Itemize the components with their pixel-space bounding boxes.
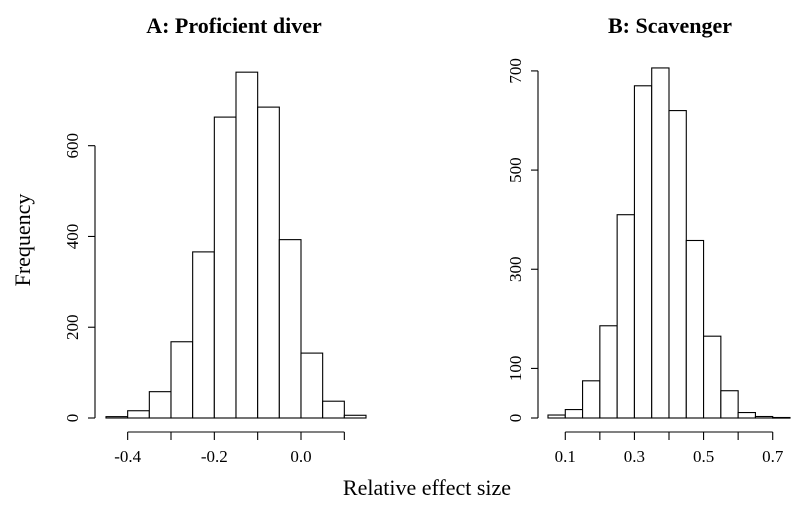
panel-b-y-tick-label-1: 100 [506,356,525,382]
panel-b-bars [547,67,791,419]
panel-b-x-tick-label-6: 0.7 [762,447,784,466]
panel-b-y-tick-label-3: 500 [506,157,525,183]
panel-a-y-tick-label-0: 0 [63,414,82,423]
panel-a-y-tick-label-2: 400 [63,224,82,250]
panel-b-x-axis: 0.1 0.3 0.5 0.7 [555,431,784,466]
panel-a-bar-2 [148,391,172,419]
panel-b-y-tick-label-4: 700 [506,58,525,84]
x-axis-title: Relative effect size [343,475,511,500]
panel-a-bar-11 [343,414,367,419]
panel-a-x-tick-label-4: 0.0 [290,447,311,466]
panel-a-bar-8 [278,239,302,419]
panel-b-bar-5 [633,85,653,419]
panel-a-bar-1 [127,410,150,419]
panel-a-y-tick-label-3: 600 [63,133,82,159]
panel-b-bar-1 [564,409,584,419]
panel-a-x-axis: -0.4 -0.2 0.0 [114,431,345,466]
panel-b-x-tick-label-2: 0.3 [624,447,645,466]
panel-a-x-tick-label-2: -0.2 [201,447,228,466]
panel-b-bar-11 [737,411,756,419]
panel-a-bar-9 [300,352,324,419]
panel-b-x-tick-label-0: 0.1 [555,447,576,466]
panel-a-bars [105,71,367,419]
panel-b-bar-8 [685,239,705,419]
panel-b-bar-12 [754,415,774,419]
panel-a-title: A: Proficient diver [146,13,322,38]
panel-b-bar-9 [703,335,722,419]
panel-b-y-axis: 0 100 300 500 700 [506,58,539,423]
panel-scavenger: B: Scavenger 0 100 300 500 700 0.1 0.3 0.5 0.7 [506,13,791,466]
panel-b-bar-10 [720,390,739,419]
panel-a-bar-5 [213,116,237,419]
panel-a-x-tick-label-0: -0.4 [114,447,141,466]
panel-a-bar-4 [192,251,215,419]
panel-b-bar-6 [651,67,670,419]
panel-b-bar-3 [599,325,618,419]
panel-a-bar-0 [105,416,129,419]
panel-proficient-diver: A: Proficient diver 0 200 400 600 -0.4 -0.2 0… [63,13,367,466]
panel-a-bar-6 [235,71,259,419]
panel-b-bar-0 [547,414,566,419]
panel-b-bar-2 [582,380,601,419]
panel-b-y-tick-label-2: 300 [506,257,525,283]
panel-b-bar-4 [616,214,635,419]
panel-a-bar-10 [322,400,345,419]
panel-b-x-tick-label-4: 0.5 [693,447,714,466]
panel-a-y-axis: 0 200 400 600 [63,133,96,423]
panel-b-bar-13 [772,416,791,419]
y-axis-title: Frequency [10,194,35,287]
panel-a-bar-3 [170,341,194,419]
panel-b-y-tick-label-0: 0 [506,414,525,423]
panel-b-bar-7 [668,110,687,419]
panel-b-title: B: Scavenger [608,13,732,38]
panel-a-bar-7 [257,106,280,419]
panel-a-y-tick-label-1: 200 [63,314,82,340]
